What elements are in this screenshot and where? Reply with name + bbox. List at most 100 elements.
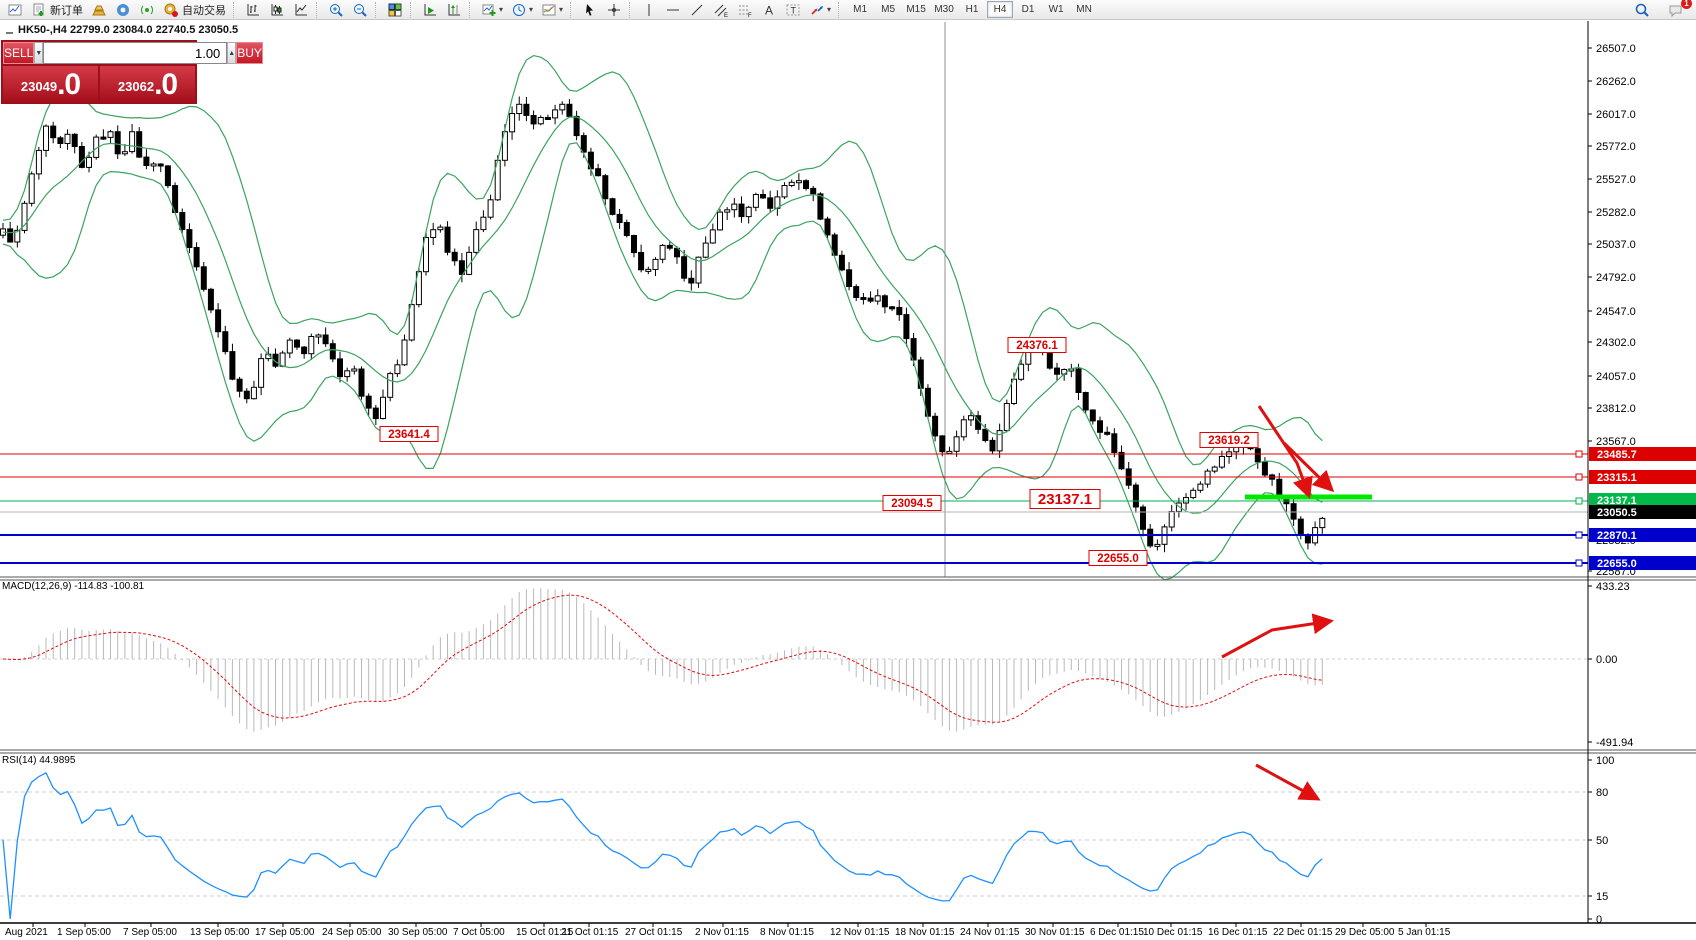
toolbar-right: 1 [1630, 0, 1694, 19]
timeframe-h4-button[interactable]: H4 [987, 1, 1014, 18]
svg-text:F: F [748, 13, 752, 18]
bar-chart-icon[interactable] [241, 1, 265, 19]
chevron-down-icon: ▾ [499, 5, 504, 14]
macd-label: MACD(12,26,9) -114.83 -100.81 [2, 581, 145, 592]
volume-increase-button[interactable]: ▲ [227, 42, 237, 64]
buy-price-pip: .0 [154, 68, 178, 101]
annotation-arrow-macd[interactable] [1221, 613, 1334, 659]
sell-price-box[interactable]: 23049 .0 [3, 66, 98, 102]
annotation-arrow-main[interactable] [1282, 441, 1335, 493]
toolbar-separator [570, 1, 575, 18]
chart-shift-icon[interactable] [442, 1, 466, 19]
annotation-arrow-main[interactable] [1257, 405, 1313, 499]
timeframe-mn-button[interactable]: MN [1076, 4, 1092, 15]
hline-handle[interactable] [1575, 531, 1583, 539]
price-chip-22655.0: 22655.0 [1589, 556, 1696, 570]
svg-text:23641.4: 23641.4 [388, 429, 430, 441]
svg-text:24376.1: 24376.1 [1016, 340, 1058, 352]
new-order-button-label: 新订单 [50, 4, 83, 17]
callout-23094.5[interactable]: 23094.5 [882, 495, 942, 511]
equidistant-channel-icon[interactable]: E [709, 1, 733, 19]
svg-text:23485.7: 23485.7 [1597, 449, 1637, 461]
toolbar-separator [629, 1, 634, 18]
svg-text:23619.2: 23619.2 [1208, 435, 1250, 447]
templates-icon[interactable]: ▾ [537, 1, 567, 19]
timeframe-d1-button[interactable]: D1 [1021, 4, 1035, 15]
hline-handle[interactable] [1575, 559, 1583, 567]
svg-text:23137.1: 23137.1 [1597, 495, 1637, 507]
annotation-arrow-rsi[interactable] [1255, 763, 1321, 801]
main-toolbar: 新订单 自动交易 ▾ ▾ ▾ E F A T ▾ M1 M5 M15 M30 H1 H4 D1 W1 MN 1 [0, 0, 1696, 20]
trendline-icon[interactable] [685, 1, 709, 19]
price-tick: 24792.0 [1596, 272, 1636, 284]
chart-window-icon[interactable] [3, 1, 27, 19]
hline-handle[interactable] [1575, 497, 1583, 505]
time-axis: Aug 2021 1 Sep 05:00 7 Sep 05:00 13 Sep 05:… [5, 923, 1451, 938]
time-label: 1 Sep 05:00 [57, 927, 111, 938]
timeframe-m30-button[interactable]: M30 [934, 4, 954, 15]
buy-button[interactable]: BUY [236, 42, 263, 64]
indicators-icon[interactable]: ▾ [477, 1, 507, 19]
time-label: 10 Dec 01:15 [1143, 927, 1203, 938]
cursor-icon[interactable] [578, 1, 602, 19]
hline-handle[interactable] [1575, 473, 1583, 481]
time-label: 15 Oct 01:15 [516, 927, 574, 938]
svg-text:23315.1: 23315.1 [1597, 472, 1637, 484]
time-label: 22 Dec 01:15 [1273, 927, 1333, 938]
callout-23619.2[interactable]: 23619.2 [1199, 432, 1259, 448]
hline-handle[interactable] [1575, 450, 1583, 458]
toolbar-separator [233, 1, 238, 18]
svg-text:T: T [791, 5, 797, 15]
macd-tick: -491.94 [1596, 737, 1633, 749]
sell-button[interactable]: SELL [3, 42, 35, 64]
text-label-icon[interactable]: T [781, 1, 805, 19]
callout-24376.1[interactable]: 24376.1 [1007, 337, 1067, 353]
time-label: Aug 2021 [5, 927, 48, 938]
svg-text:22655.0: 22655.0 [1097, 553, 1139, 565]
auto-trading-button[interactable]: 自动交易 [159, 1, 230, 19]
time-label: 7 Sep 05:00 [123, 927, 177, 938]
tile-windows-icon[interactable] [383, 1, 407, 19]
timeframe-h1-button[interactable]: H1 [965, 4, 979, 15]
messenger-icon[interactable] [111, 1, 135, 19]
new-order-button[interactable]: 新订单 [27, 1, 87, 19]
sell-price-pip: .0 [57, 68, 81, 101]
timeframe-w1-button[interactable]: W1 [1048, 4, 1064, 15]
vertical-line-icon[interactable] [637, 1, 661, 19]
periods-icon[interactable]: ▾ [507, 1, 537, 19]
zoom-out-icon[interactable] [348, 1, 372, 19]
bollinger-bands [2, 54, 1323, 581]
rsi-tick: 0 [1596, 914, 1602, 926]
zoom-in-icon[interactable] [324, 1, 348, 19]
callout-23137.1[interactable]: 23137.1 [1029, 489, 1101, 509]
auto-scroll-icon[interactable] [418, 1, 442, 19]
timeframe-m5-button[interactable]: M5 [881, 4, 896, 15]
horizontal-line-icon[interactable] [661, 1, 685, 19]
candlestick-chart-icon[interactable] [265, 1, 289, 19]
fibonacci-icon[interactable]: F [733, 1, 757, 19]
text-icon[interactable]: A [757, 1, 781, 19]
chat-icon[interactable]: 1 [1664, 0, 1692, 19]
toolbar-separator [410, 1, 415, 18]
crosshair-icon[interactable] [602, 1, 626, 19]
signal-icon[interactable] [135, 1, 159, 19]
svg-text:22655.0: 22655.0 [1597, 558, 1637, 570]
gold-icon[interactable] [87, 1, 111, 19]
notification-badge: 1 [1681, 0, 1692, 9]
axes: 26507.0 26262.0 26017.0 25772.0 25527.0 25282… [0, 21, 1696, 926]
arrows-icon[interactable]: ▾ [805, 1, 835, 19]
search-icon[interactable] [1630, 1, 1654, 19]
timeframe-m1-button[interactable]: M1 [853, 4, 868, 15]
volume-decrease-button[interactable]: ▼ [34, 42, 44, 64]
volume-input[interactable] [43, 42, 228, 64]
time-label: 17 Sep 05:00 [255, 927, 315, 938]
bollinger-upper [2, 54, 1323, 466]
buy-price-box[interactable]: 23062 .0 [100, 66, 195, 102]
rsi-tick: 100 [1596, 755, 1614, 767]
callout-22655.0[interactable]: 22655.0 [1088, 550, 1148, 566]
price-chip-23137.1: 23137.1 [1589, 493, 1696, 507]
timeframe-m15-button[interactable]: M15 [906, 4, 926, 15]
line-chart-icon[interactable] [289, 1, 313, 19]
callout-23641.4[interactable]: 23641.4 [379, 426, 439, 442]
